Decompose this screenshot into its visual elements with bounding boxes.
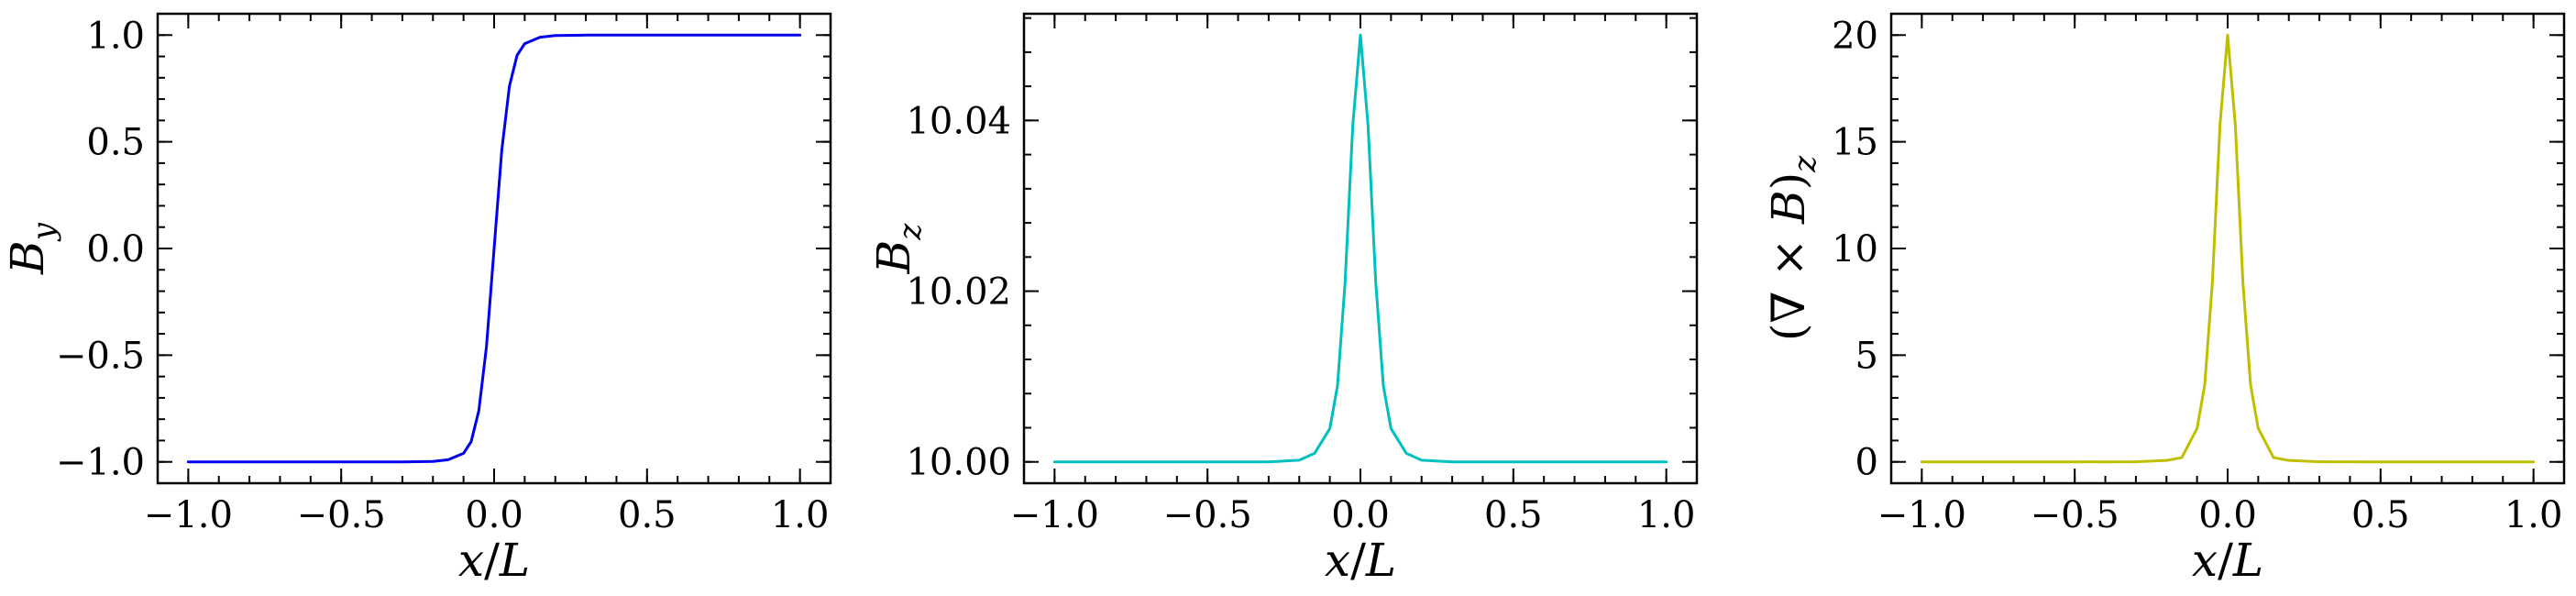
series-line-1 [186, 33, 802, 464]
x-axis-label: x/L [2192, 534, 2263, 587]
x-tick-label: 0.0 [465, 494, 523, 536]
y-axis-label: Bz [867, 223, 929, 275]
x-tick-label: 0.0 [1331, 494, 1390, 536]
x-axis-label: x/L [458, 534, 530, 587]
y-axis-label: By [1, 222, 62, 275]
x-tick-label: 0.5 [618, 494, 677, 536]
y-axis-label-symbol: B [867, 240, 920, 275]
x-axis-label-var: x [1325, 534, 1350, 587]
x-tick-label: 1.0 [771, 494, 830, 536]
x-tick-label: 0.5 [2351, 494, 2410, 536]
x-axis-label-scale: L [1365, 534, 1396, 587]
y-tick-label: 0.0 [86, 228, 145, 270]
y-axis-label: (∇ × B)z [1762, 155, 1823, 341]
x-tick-label: −1.0 [144, 494, 233, 536]
plot-frame [1889, 12, 2566, 485]
series-line-1 [1052, 33, 1668, 464]
x-axis-label-scale: L [2232, 534, 2263, 587]
x-tick-label: −0.5 [1163, 494, 1252, 536]
y-axis-label-paren: ) [1762, 172, 1815, 191]
y-tick-label: −1.0 [56, 442, 145, 484]
series-line-1 [1920, 33, 2536, 464]
x-axis-label: x/L [1325, 534, 1396, 587]
y-tick-label: 10.04 [906, 100, 1011, 142]
chart-panel-1: −1.0 −0.5 0.0 0.5 1.0 −1.0 −0.5 0.0 0.5 1.0 x/L By [1, 12, 832, 587]
y-tick-label: 10.00 [906, 442, 1011, 484]
x-tick-label: −0.5 [2031, 494, 2119, 536]
plot-frame [1022, 12, 1699, 485]
y-tick-label: 15 [1832, 122, 1878, 164]
x-axis-label-var: x [2192, 534, 2218, 587]
y-axis-label-symbol: B [1, 240, 54, 275]
y-tick-label: 1.0 [86, 15, 145, 57]
x-tick-label: −0.5 [297, 494, 386, 536]
x-tick-label: 1.0 [2504, 494, 2563, 536]
x-tick-label: 1.0 [1637, 494, 1696, 536]
x-axis-label-slash: / [2218, 534, 2233, 587]
y-tick-label: 10.02 [906, 271, 1011, 314]
y-tick-label: 20 [1832, 15, 1878, 57]
x-axis-label-scale: L [499, 534, 530, 587]
y-tick-label: 0.5 [86, 122, 145, 164]
chart-panel-3: −1.0 −0.5 0.0 0.5 1.0 0 5 10 15 20 x/L (∇ × B)z [1762, 12, 2566, 587]
y-axis-label-subscript: y [26, 222, 62, 242]
x-tick-label: −1.0 [1010, 494, 1099, 536]
x-axis-label-var: x [458, 534, 484, 587]
chart-panel-2: −1.0 −0.5 0.0 0.5 1.0 10.00 10.02 10.04 x/L Bz [867, 12, 1699, 587]
x-tick-label: −1.0 [1877, 494, 1966, 536]
x-axis-label-slash: / [484, 534, 500, 587]
y-tick-label: 10 [1832, 228, 1878, 270]
y-tick-label: 0 [1855, 442, 1878, 484]
x-axis-label-slash: / [1350, 534, 1366, 587]
x-tick-label: 0.5 [1484, 494, 1543, 536]
y-tick-label: 5 [1855, 335, 1878, 377]
y-axis-label-symbol: B [1762, 190, 1815, 225]
y-axis-label-subscript: z [1787, 155, 1823, 173]
y-tick-label: −0.5 [56, 335, 145, 377]
y-axis-label-subscript: z [892, 223, 929, 241]
y-axis-label-operator: (∇ × [1762, 224, 1815, 341]
x-tick-label: 0.0 [2198, 494, 2257, 536]
